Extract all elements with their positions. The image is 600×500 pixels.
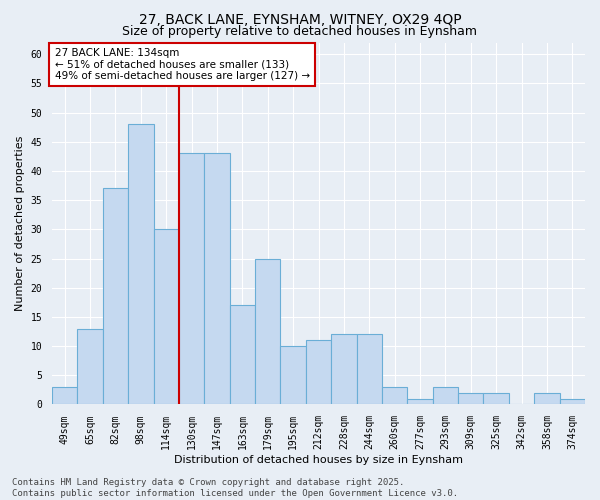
Bar [534, 393, 560, 404]
Text: 27, BACK LANE, EYNSHAM, WITNEY, OX29 4QP: 27, BACK LANE, EYNSHAM, WITNEY, OX29 4QP [139, 12, 461, 26]
Bar [52, 387, 77, 404]
Bar [407, 398, 433, 404]
Bar [433, 387, 458, 404]
Bar [382, 387, 407, 404]
Bar [306, 340, 331, 404]
Bar [205, 154, 230, 404]
Bar [128, 124, 154, 404]
Bar [484, 393, 509, 404]
Y-axis label: Number of detached properties: Number of detached properties [15, 136, 25, 311]
Bar [356, 334, 382, 404]
Bar [103, 188, 128, 404]
Text: 27 BACK LANE: 134sqm
← 51% of detached houses are smaller (133)
49% of semi-deta: 27 BACK LANE: 134sqm ← 51% of detached h… [55, 48, 310, 81]
Bar [179, 154, 205, 404]
X-axis label: Distribution of detached houses by size in Eynsham: Distribution of detached houses by size … [174, 455, 463, 465]
Bar [331, 334, 356, 404]
Bar [458, 393, 484, 404]
Bar [230, 305, 255, 404]
Bar [154, 230, 179, 404]
Bar [280, 346, 306, 405]
Bar [77, 328, 103, 404]
Bar [255, 258, 280, 404]
Bar [560, 398, 585, 404]
Text: Size of property relative to detached houses in Eynsham: Size of property relative to detached ho… [122, 25, 478, 38]
Text: Contains HM Land Registry data © Crown copyright and database right 2025.
Contai: Contains HM Land Registry data © Crown c… [12, 478, 458, 498]
